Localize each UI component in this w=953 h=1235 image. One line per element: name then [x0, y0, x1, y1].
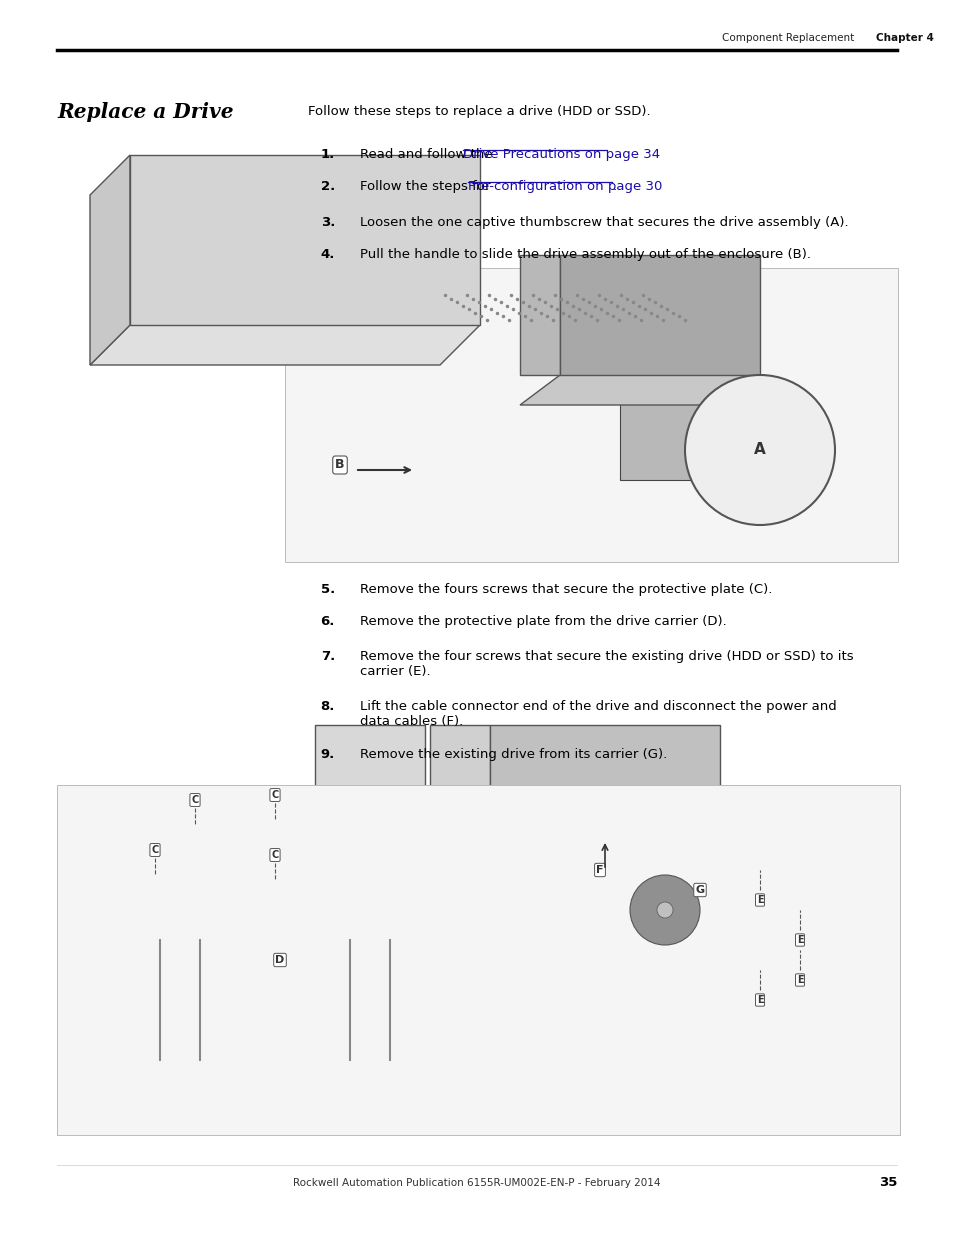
Text: Follow these steps to replace a drive (HDD or SSD).: Follow these steps to replace a drive (H…: [308, 105, 650, 119]
Text: Rockwell Automation Publication 6155R-UM002E-EN-P - February 2014: Rockwell Automation Publication 6155R-UM…: [293, 1178, 660, 1188]
Polygon shape: [90, 156, 130, 366]
FancyBboxPatch shape: [285, 268, 897, 562]
Text: Remove the protective plate from the drive carrier (D).: Remove the protective plate from the dri…: [359, 615, 726, 629]
Text: A: A: [753, 442, 765, 457]
Text: 6.: 6.: [320, 615, 335, 629]
Text: Chapter 4: Chapter 4: [875, 33, 933, 43]
Text: 1.: 1.: [320, 148, 335, 161]
Polygon shape: [519, 254, 559, 375]
Text: 8.: 8.: [320, 700, 335, 713]
Text: 9.: 9.: [320, 748, 335, 761]
Text: E: E: [756, 895, 762, 905]
FancyBboxPatch shape: [57, 785, 899, 1135]
Polygon shape: [519, 375, 760, 405]
Text: G: G: [695, 885, 704, 895]
Text: C: C: [152, 845, 158, 855]
Text: Loosen the one captive thumbscrew that secures the drive assembly (A).: Loosen the one captive thumbscrew that s…: [359, 216, 848, 228]
Text: Lift the cable connector end of the drive and disconnect the power and
data cabl: Lift the cable connector end of the driv…: [359, 700, 836, 727]
Circle shape: [629, 876, 700, 945]
Text: E: E: [796, 974, 802, 986]
Polygon shape: [314, 725, 424, 805]
Text: 4.: 4.: [320, 248, 335, 261]
Text: Remove the fours screws that secure the protective plate (C).: Remove the fours screws that secure the …: [359, 583, 772, 597]
Text: Component Replacement: Component Replacement: [721, 33, 853, 43]
Text: E: E: [756, 995, 762, 1005]
Text: Pre-configuration on page 30: Pre-configuration on page 30: [468, 180, 661, 193]
Text: 3.: 3.: [320, 216, 335, 228]
Text: .: .: [606, 148, 611, 161]
Polygon shape: [430, 725, 490, 905]
Text: 35: 35: [878, 1177, 896, 1189]
Polygon shape: [430, 905, 720, 945]
Text: Replace a Drive: Replace a Drive: [57, 103, 233, 122]
Text: 5.: 5.: [320, 583, 335, 597]
Polygon shape: [559, 254, 760, 375]
Circle shape: [684, 375, 834, 525]
Text: C: C: [192, 795, 198, 805]
Text: 7.: 7.: [320, 650, 335, 663]
Text: F: F: [596, 864, 603, 876]
Text: Drive Precautions on page 34: Drive Precautions on page 34: [462, 148, 659, 161]
Text: Follow the steps for: Follow the steps for: [359, 180, 495, 193]
Polygon shape: [490, 725, 720, 905]
Text: .: .: [612, 180, 616, 193]
Text: 2.: 2.: [320, 180, 335, 193]
Text: E: E: [796, 935, 802, 945]
Text: D: D: [275, 955, 284, 965]
Polygon shape: [90, 325, 479, 366]
Text: Remove the four screws that secure the existing drive (HDD or SSD) to its
carrie: Remove the four screws that secure the e…: [359, 650, 853, 678]
Text: Read and follow the: Read and follow the: [359, 148, 497, 161]
FancyBboxPatch shape: [619, 350, 700, 480]
Text: C: C: [271, 850, 278, 860]
Text: B: B: [335, 458, 344, 472]
Circle shape: [657, 902, 672, 918]
Text: Pull the handle to slide the drive assembly out of the enclosure (B).: Pull the handle to slide the drive assem…: [359, 248, 810, 261]
Polygon shape: [130, 156, 479, 325]
Text: C: C: [271, 790, 278, 800]
Text: Remove the existing drive from its carrier (G).: Remove the existing drive from its carri…: [359, 748, 666, 761]
